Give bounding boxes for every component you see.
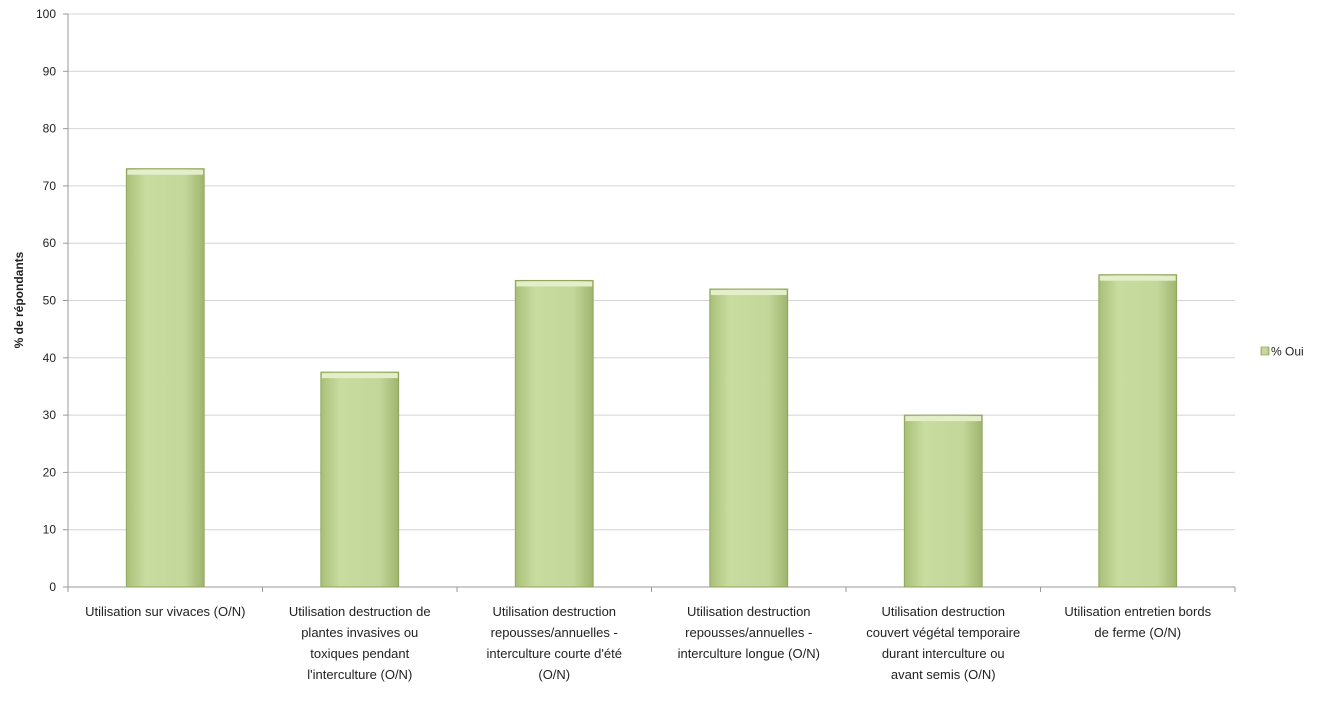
y-tick-labels: 0 10 20 30 40 50 60 70 80 90 100 [36, 7, 56, 594]
x-tick-label: Utilisation entretien bords de ferme (O/N… [1064, 604, 1211, 640]
x-tick-label: Utilisation destruction couvert végétal t… [866, 604, 1020, 682]
x-tick-label: Utilisation sur vivaces (O/N) [85, 604, 245, 619]
x-tick-label: Utilisation destruction de plantes invasi… [289, 604, 431, 682]
x-tick-label-line: repousses/annuelles - [685, 625, 812, 640]
x-tick-label-line: interculture longue (O/N) [678, 646, 820, 661]
legend-swatch [1260, 346, 1270, 356]
bar [320, 371, 400, 588]
x-tick-label: Utilisation destruction repousses/annuell… [678, 604, 820, 661]
x-tick-label-line: (O/N) [538, 667, 570, 682]
gridlines [68, 13, 1235, 531]
y-tick-label: 100 [36, 7, 56, 21]
x-tick-label-line: plantes invasives ou [301, 625, 418, 640]
y-tick-label: 90 [43, 64, 57, 78]
x-tick-label-line: couvert végétal temporaire [866, 625, 1020, 640]
bar-highlight [127, 169, 204, 175]
x-tick-label-line: repousses/annuelles - [491, 625, 618, 640]
bar-highlight [1099, 275, 1176, 281]
bar-highlight [905, 416, 982, 422]
bar [903, 414, 983, 588]
bar [514, 279, 594, 588]
y-tick-label: 20 [43, 465, 57, 479]
x-tick-label-line: Utilisation destruction de [289, 604, 431, 619]
y-tick-label: 70 [43, 179, 57, 193]
x-tick-label-line: l'interculture (O/N) [307, 667, 412, 682]
y-axis-title: % de répondants [12, 251, 26, 348]
x-tick-label-line: interculture courte d'été [487, 646, 622, 661]
bar [709, 288, 789, 588]
bars [125, 168, 1178, 588]
bar [1098, 274, 1178, 588]
y-tick-label: 10 [43, 523, 57, 537]
y-tick-label: 50 [43, 294, 57, 308]
x-tick-label-line: Utilisation sur vivaces (O/N) [85, 604, 245, 619]
x-tick-label-line: Utilisation destruction [492, 604, 616, 619]
bar-highlight [710, 290, 787, 296]
x-tick-label: Utilisation destruction repousses/annuell… [487, 604, 622, 682]
x-tick-label-line: durant interculture ou [882, 646, 1005, 661]
axes [63, 13, 1236, 592]
x-tick-labels: Utilisation sur vivaces (O/N) Utilisation… [85, 604, 1212, 682]
x-tick-label-line: toxiques pendant [310, 646, 409, 661]
bar [125, 168, 205, 588]
bar-highlight [321, 373, 398, 379]
y-tick-label: 0 [49, 580, 56, 594]
y-tick-label: 80 [43, 122, 57, 136]
x-tick-label-line: Utilisation entretien bords [1064, 604, 1211, 619]
legend: % Oui [1260, 345, 1304, 359]
x-tick-label-line: de ferme (O/N) [1094, 625, 1181, 640]
x-tick-label-line: Utilisation destruction [881, 604, 1005, 619]
y-tick-label: 30 [43, 408, 57, 422]
legend-label: % Oui [1271, 345, 1304, 359]
y-tick-label: 40 [43, 351, 57, 365]
x-tick-label-line: avant semis (O/N) [891, 667, 996, 682]
y-tick-label: 60 [43, 236, 57, 250]
bar-highlight [516, 281, 593, 287]
x-tick-label-line: Utilisation destruction [687, 604, 811, 619]
